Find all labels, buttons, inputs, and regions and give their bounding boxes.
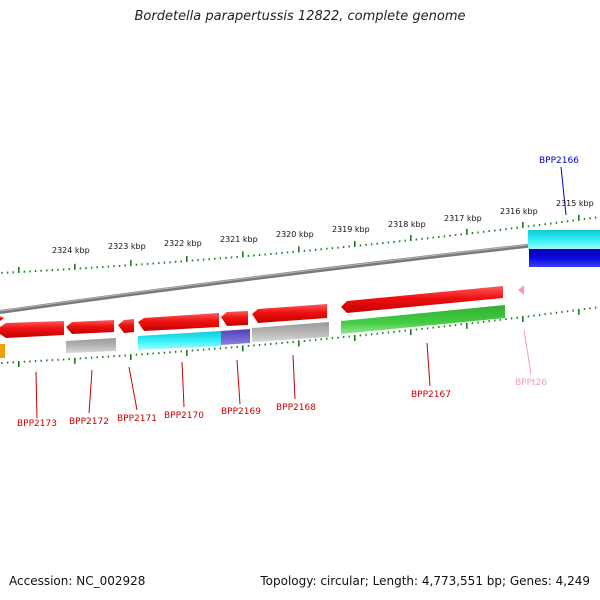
feature-purple-2169: [221, 329, 250, 345]
scale-label-2315: 2315 kbp: [556, 199, 594, 208]
scale-label-2322: 2322 kbp: [164, 239, 202, 248]
scale-label-2316: 2316 kbp: [500, 207, 538, 216]
feature-cyan-forward: [528, 230, 600, 250]
feature-orange: [0, 344, 5, 358]
accession-text: Accession: NC_002928: [9, 574, 146, 588]
label-bppt26: BPPt26: [515, 378, 547, 388]
trna-bppt26: [518, 285, 524, 295]
cds-bpp2170: [138, 313, 219, 331]
leader-bpp2173: [35, 371, 38, 419]
cds-bpp2171: [118, 319, 134, 333]
scale-label-2323: 2323 kbp: [108, 242, 146, 251]
label-bpp2172: BPP2172: [69, 417, 109, 427]
feature-gray-2168: [252, 322, 329, 342]
genome-backbone: [0, 236, 600, 314]
scale-label-2318: 2318 kbp: [388, 220, 426, 229]
scale-label-2321: 2321 kbp: [220, 235, 258, 244]
lower-scale-ticks: [1, 306, 597, 367]
leader-bpp2170: [181, 361, 185, 408]
feature-cyan-2170: [138, 331, 221, 350]
leader-bpp2168: [292, 354, 296, 400]
cds-bpp2167: [341, 286, 503, 313]
cds-bpp2168: [252, 304, 327, 323]
leader-bpp2169: [236, 359, 241, 405]
map-title: Bordetella parapertussis 12822, complete…: [134, 9, 466, 24]
upper-scale-ticks: [1, 214, 597, 274]
label-bpp2166: BPP2166: [539, 156, 579, 166]
feature-blue-forward: [529, 249, 600, 267]
leader-bppt26: [523, 329, 532, 375]
label-bpp2168: BPP2168: [276, 403, 316, 413]
scale-label-2317: 2317 kbp: [444, 214, 482, 223]
genome-backbone-highlight: [0, 236, 600, 312]
label-bpp2171: BPP2171: [117, 414, 157, 424]
cds-bpp2169: [221, 311, 248, 326]
cds-bpp2173: [0, 321, 64, 338]
label-bpp2169: BPP2169: [221, 407, 261, 417]
label-bpp2173: BPP2173: [17, 419, 57, 429]
genome-summary-text: Topology: circular; Length: 4,773,551 bp…: [260, 574, 590, 588]
label-bpp2170: BPP2170: [164, 411, 204, 421]
cds-bpp2166-left: [0, 316, 4, 321]
cds-bpp2172: [66, 320, 114, 334]
leader-bpp2167: [426, 342, 431, 387]
scale-label-2324: 2324 kbp: [52, 246, 90, 255]
feature-green-2167: [341, 305, 505, 334]
scale-label-2320: 2320 kbp: [276, 230, 314, 239]
label-bpp2167: BPP2167: [411, 390, 451, 400]
leader-bpp2171: [128, 366, 138, 411]
leader-bpp2172: [88, 369, 93, 414]
feature-gray-2172: [66, 338, 116, 353]
leader-bpp2166: [560, 166, 567, 216]
scale-label-2319: 2319 kbp: [332, 225, 370, 234]
